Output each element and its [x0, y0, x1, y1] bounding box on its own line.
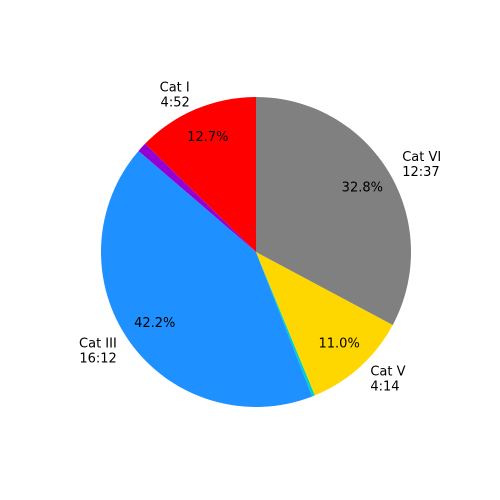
time-label: 4:52: [161, 95, 190, 110]
time-label: 12:37: [402, 165, 439, 180]
pie-slice: [256, 252, 315, 397]
time-label: 4:14: [370, 379, 399, 394]
slice-label: Cat VI 12:37: [402, 150, 441, 180]
category-name: Cat V: [370, 364, 405, 379]
slice-label: Cat III 16:12: [79, 336, 117, 366]
slice-label: Cat I 4:52: [160, 80, 190, 110]
percent-label: 11.0%: [319, 336, 360, 351]
time-label: 16:12: [79, 351, 116, 366]
category-name: Cat III: [79, 336, 117, 351]
pie-slice: [101, 150, 313, 408]
percent-label: 32.8%: [342, 181, 383, 196]
slice-label: Cat V 4:14: [370, 364, 405, 394]
pie-slice: [145, 97, 256, 252]
category-name: Cat VI: [402, 150, 441, 165]
pie-slice: [256, 252, 393, 396]
percent-label: 42.2%: [134, 316, 175, 331]
percent-label: 12.7%: [187, 130, 228, 145]
pie-slice: [138, 143, 256, 252]
category-name: Cat I: [160, 80, 190, 95]
pie-slice: [256, 97, 411, 325]
